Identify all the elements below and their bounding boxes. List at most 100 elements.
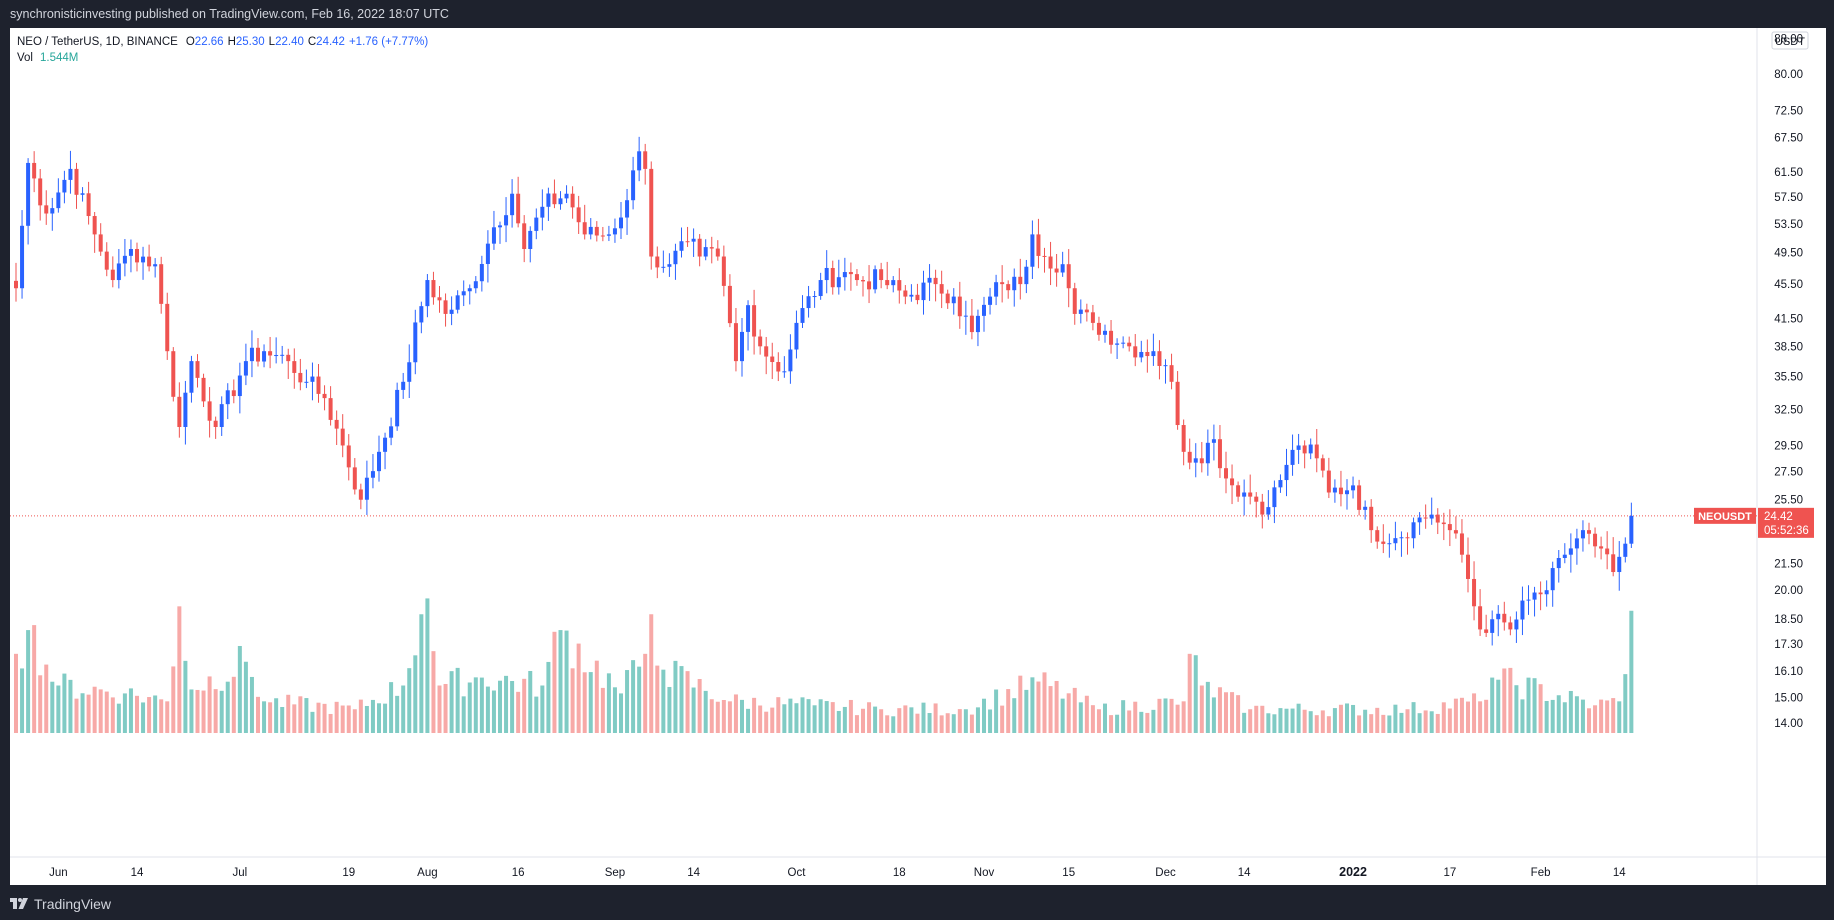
price-tick-label: 25.50 — [1774, 495, 1803, 507]
volume-bar — [842, 706, 847, 733]
candle-body — [969, 315, 974, 333]
volume-bar — [86, 694, 91, 733]
candle-body — [1103, 330, 1107, 335]
candle-body — [86, 193, 91, 217]
volume-bar — [352, 709, 357, 733]
candle-body — [848, 272, 853, 275]
price-tick-label: 20.00 — [1774, 585, 1803, 597]
candle-body — [1417, 517, 1422, 523]
candle-body — [594, 226, 599, 236]
volume-bar — [1090, 705, 1095, 733]
candle-body — [1459, 533, 1464, 555]
volume-bar — [516, 691, 521, 733]
volume-bar — [1508, 667, 1513, 733]
volume-bar — [310, 711, 315, 733]
candle-body — [1260, 501, 1265, 515]
volume-bar — [1290, 708, 1295, 733]
legend: NEO / TetherUS, 1D, BINANCE O22.66 H25.30 L… — [17, 36, 428, 64]
candle-body — [1399, 537, 1404, 539]
volume-bar — [1405, 709, 1410, 733]
candle-body — [443, 300, 448, 314]
volume-bar — [1199, 685, 1204, 733]
candle-body — [788, 349, 793, 372]
candle-body — [1538, 592, 1543, 595]
candle-body — [1411, 522, 1416, 539]
price-tick-label: 29.50 — [1774, 440, 1803, 452]
volume-bar — [171, 666, 176, 733]
candle-body — [727, 285, 732, 324]
candle-body — [516, 193, 521, 224]
candle-body — [885, 280, 890, 286]
candle-body — [697, 238, 702, 257]
volume-bar — [407, 668, 412, 733]
candle-body — [225, 390, 230, 405]
volume-bar — [1012, 698, 1017, 733]
volume-bar — [292, 704, 297, 733]
candle-body — [1484, 629, 1489, 633]
candle-body — [364, 477, 369, 500]
chart-panel[interactable]: USDT 88.00 80.00 72.50 67.50 61.50 57.50 53.50… — [10, 28, 1826, 885]
candle-body — [80, 193, 85, 195]
candle-body — [600, 235, 605, 237]
price-tick-label: 16.10 — [1774, 666, 1803, 678]
publisher-bar: synchronisticinvesting published on Trad… — [0, 0, 1834, 28]
volume-bar — [74, 698, 79, 733]
candle-body — [1072, 288, 1077, 314]
candle-body — [20, 225, 25, 289]
volume-bar — [963, 709, 968, 733]
candle-body — [1000, 282, 1005, 285]
volume-bar — [558, 630, 563, 733]
tradingview-logo[interactable]: TradingView — [10, 896, 111, 912]
candle-body — [1375, 530, 1380, 542]
candle-body — [1490, 619, 1495, 633]
candle-body — [461, 291, 466, 296]
volume-bar — [939, 715, 944, 733]
candle-body — [1078, 309, 1083, 314]
candle-body — [1508, 622, 1513, 630]
volume-bar — [1611, 698, 1616, 733]
volume-bar — [491, 690, 496, 733]
volume-bar — [782, 704, 787, 733]
candle-body — [62, 179, 67, 193]
time-tick-label: 17 — [1443, 867, 1456, 879]
volume-bar — [1133, 701, 1138, 733]
last-price-box — [1758, 507, 1814, 538]
candle-body — [135, 248, 139, 263]
candle-body — [1060, 264, 1065, 273]
volume-bar — [540, 685, 545, 733]
candle-body — [1629, 515, 1634, 544]
candle-body — [1163, 365, 1168, 367]
candle-body — [467, 288, 472, 292]
volume-bar — [655, 665, 660, 733]
candle-body — [1302, 445, 1307, 454]
volume-bar — [195, 689, 200, 733]
volume-bar — [1175, 704, 1180, 733]
volume-bar — [1084, 695, 1089, 733]
price-chart[interactable]: USDT 88.00 80.00 72.50 67.50 61.50 57.50 53.50… — [10, 28, 1826, 885]
candle-body — [14, 280, 18, 289]
volume-bar — [1157, 698, 1162, 733]
price-tick-label: 61.50 — [1774, 167, 1803, 179]
candle-body — [1338, 487, 1343, 495]
volume-bar — [649, 614, 654, 733]
volume-bar — [806, 699, 811, 733]
candle-body — [485, 243, 490, 264]
volume-bar — [141, 702, 146, 733]
volume-bar — [1320, 710, 1325, 733]
volume-bar — [1169, 698, 1174, 733]
volume-bar — [1429, 711, 1434, 733]
price-tick-label: 53.50 — [1774, 219, 1803, 231]
candle-body — [1145, 351, 1150, 357]
candle-body — [141, 256, 146, 263]
time-axis: Jun 14 Jul 19 Aug 16 Sep 14 Oct 18 Nov 15 Dec 14 2022 1… — [49, 865, 1626, 879]
volume-bar — [1211, 697, 1216, 733]
volume-bar — [68, 679, 73, 733]
candle-body — [709, 247, 714, 249]
volume-bar — [20, 668, 25, 733]
candle-body — [1351, 485, 1356, 491]
volume-bar — [461, 696, 466, 733]
volume-bar — [1193, 655, 1198, 733]
volume-bar — [861, 708, 865, 733]
footer-bar: TradingView — [0, 885, 1834, 920]
candle-body — [1466, 554, 1470, 579]
